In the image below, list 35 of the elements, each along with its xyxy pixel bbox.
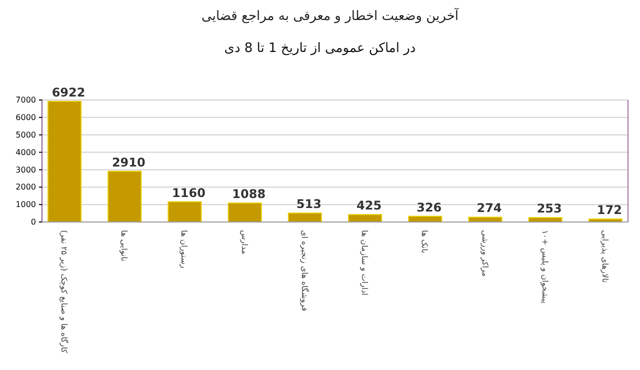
x-tick-label: مراکز ورزشی: [480, 230, 490, 277]
bar: [228, 202, 262, 222]
y-tick-label: 5000: [16, 130, 36, 140]
y-tick-label: 3000: [16, 165, 36, 174]
y-tick-label: 4000: [16, 148, 36, 157]
y-tick-label: 7000: [16, 96, 36, 105]
y-tick-label: 1000: [16, 200, 36, 210]
x-tick-label: فروشگاه های زنجیره ای: [300, 230, 310, 312]
bar: [168, 201, 202, 222]
chart-subtitle: در اماکن عمومی از تاریخ 1 تا 8 دی: [224, 41, 416, 56]
data-label: 1160: [172, 186, 206, 200]
data-label: 326: [416, 200, 442, 214]
data-label: 274: [476, 201, 502, 216]
bar: [108, 170, 142, 222]
y-tick-label: 6000: [16, 112, 36, 122]
x-tick-label: ادارات و سازمان ها: [360, 230, 370, 296]
bar: [288, 212, 322, 222]
bar: [48, 100, 82, 222]
data-label: 6922: [52, 85, 86, 100]
y-tick-label: 2000: [16, 182, 36, 192]
data-label: 513: [296, 197, 322, 212]
x-tick-label: پیشخوان و پلیس +۱۰: [540, 230, 550, 304]
chart-title: آخرین وضعیت اخطار و معرفی به مراجع قضایی: [201, 7, 460, 24]
x-tick-label: رستوران ها: [180, 230, 189, 268]
data-label: 172: [596, 203, 622, 217]
data-label: 425: [356, 198, 382, 213]
data-label: 1088: [232, 187, 266, 202]
data-label: 253: [536, 202, 562, 216]
x-tick-label: تالارهای پذیرایی: [600, 230, 610, 283]
x-tick-label: کارگاه ها و صنایع کوچک (زیر ۲۵ نفر): [60, 230, 70, 354]
x-tick-label: مدارس: [240, 230, 249, 254]
x-tick-label: بانک ها: [420, 230, 430, 254]
y-tick-label: 0: [30, 218, 36, 227]
data-label: 2910: [112, 155, 146, 170]
x-tick-label: نانوایی ها: [120, 230, 129, 262]
